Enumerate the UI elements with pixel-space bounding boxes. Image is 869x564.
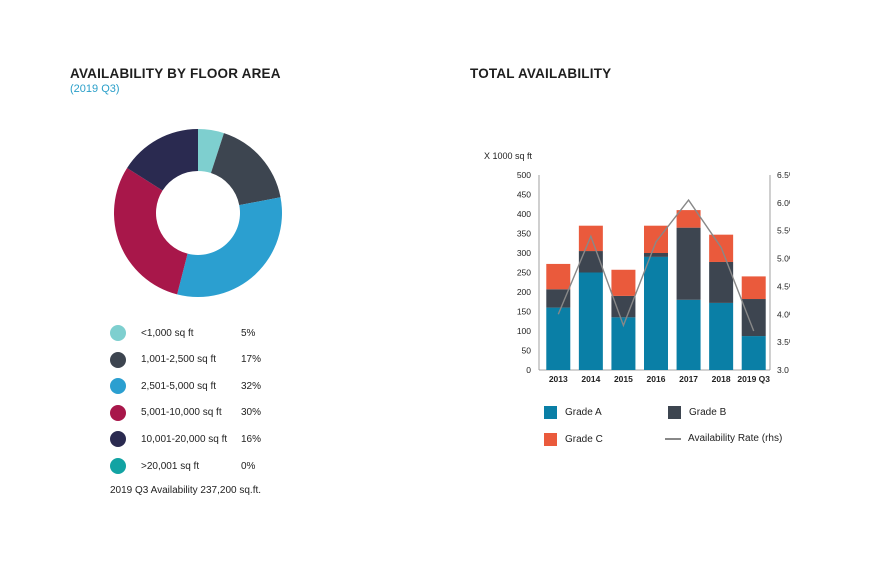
x-tick-label: 2019 Q3 (737, 374, 770, 384)
y-tick-label: 500 (517, 170, 531, 180)
legend-percent: 5% (241, 327, 256, 339)
y-tick-label: 450 (517, 190, 531, 200)
legend-swatch (110, 458, 126, 474)
legend-item: 5,001-10,000 sq ft 30% (110, 404, 261, 422)
bar-grade-c (644, 225, 668, 253)
legend-percent: 0% (241, 460, 256, 472)
y-tick-label: 300 (517, 248, 531, 258)
legend-item: 2,501-5,000 sq ft 32% (110, 377, 261, 395)
bar-legend-label: Grade B (689, 407, 727, 418)
bar-legend-item: Grade C (544, 433, 603, 446)
x-tick-label: 2018 (712, 374, 731, 384)
legend-percent: 17% (241, 354, 262, 366)
bar-grade-a (741, 336, 766, 370)
bar-legend-swatch (665, 437, 681, 440)
legend-swatch (110, 325, 126, 341)
legend-label: 10,001-20,000 sq ft (141, 433, 228, 445)
legend-item: >20,001 sq ft 0% (110, 457, 255, 475)
y2-tick-label: 4.0% (777, 309, 790, 319)
legend-label: <1,000 sq ft (141, 327, 194, 339)
legend-label: 2,501-5,000 sq ft (141, 380, 217, 392)
donut-slice-3 (114, 167, 188, 295)
legend-swatch (110, 378, 126, 395)
y2-tick-label: 4.5% (777, 281, 790, 291)
bar-grade-a (546, 307, 571, 370)
x-tick-label: 2014 (581, 374, 600, 384)
y-tick-label: 150 (517, 307, 531, 317)
bar-grade-b (546, 289, 571, 308)
y2-tick-label: 6.0% (777, 198, 790, 208)
bar-legend-swatch (544, 433, 557, 446)
bar-grade-b (611, 295, 636, 318)
bar-legend-swatch (544, 406, 557, 419)
bar-grade-b (676, 227, 701, 300)
legend-percent: 16% (241, 433, 262, 445)
y2-tick-label: 3.0 % (777, 365, 790, 375)
legend-percent: 30% (241, 407, 262, 419)
legend-item: 10,001-20,000 sq ft 16% (110, 430, 261, 448)
bar-chart-title: TOTAL AVAILABILITY (470, 66, 612, 81)
bar-grade-a (676, 299, 701, 370)
legend-label: 5,001-10,000 sq ft (141, 407, 222, 419)
y-tick-label: 100 (517, 326, 531, 336)
bar-legend-item: Grade B (668, 406, 726, 419)
legend-label: 1,001-2,500 sq ft (141, 354, 217, 366)
x-tick-label: 2016 (647, 374, 666, 384)
bar-grade-c (741, 276, 766, 300)
bar-legend-item: Availability Rate (rhs) (665, 433, 782, 444)
legend-swatch (110, 351, 126, 368)
bar-legend-label: Availability Rate (rhs) (688, 433, 783, 444)
y-tick-label: 50 (522, 346, 532, 356)
bar-grade-a (578, 272, 603, 370)
y2-tick-label: 5.0% (777, 254, 790, 264)
donut-chart (114, 129, 282, 297)
bar-legend-swatch (668, 406, 681, 419)
availability-rate-line (557, 198, 755, 332)
x-tick-label: 2015 (614, 374, 633, 384)
y-tick-label: 200 (517, 287, 531, 297)
y-tick-label: 350 (517, 229, 531, 239)
x-tick-label: 2013 (549, 374, 568, 384)
bar-grade-a (709, 302, 734, 370)
y2-tick-label: 5.5% (777, 226, 790, 236)
stacked-bar-chart: X 1000 sq ft 0 50 100 150 200 250 300 350 400 450 5… (484, 151, 790, 384)
legend-percent: 32% (241, 380, 262, 392)
bar-grade-b (644, 253, 668, 257)
donut-chart-subtitle: (2019 Q3) (70, 83, 120, 95)
bar-grade-c (611, 269, 636, 296)
bar-legend-item: Grade A (544, 406, 602, 419)
y2-tick-label: 6.5% (777, 170, 790, 180)
bar-legend-label: Grade C (565, 434, 603, 445)
bar-grade-c (578, 225, 603, 252)
bar-legend-label: Grade A (565, 407, 602, 418)
y-tick-label: 0 (526, 365, 531, 375)
y-axis-label: X 1000 sq ft (484, 151, 533, 161)
y-tick-label: 400 (517, 209, 531, 219)
y-tick-label: 250 (517, 268, 531, 278)
donut-slice-4 (127, 129, 198, 191)
legend-label: >20,001 sq ft (141, 460, 200, 472)
bar-grade-c (546, 263, 571, 290)
donut-slice-1 (210, 133, 281, 206)
availability-footnote: 2019 Q3 Availability 237,200 sq.ft. (110, 485, 262, 496)
bar-grade-c (676, 210, 701, 228)
bar-grade-a (644, 256, 668, 370)
legend-swatch (110, 431, 126, 448)
bar-grade-b (578, 251, 603, 273)
donut-slice-2 (177, 197, 282, 297)
donut-chart-title: AVAILABILITY BY FLOOR AREA (70, 66, 281, 81)
y2-tick-label: 3.5% (777, 337, 790, 347)
donut-slice-0 (198, 129, 224, 174)
x-tick-label: 2017 (679, 374, 698, 384)
legend-swatch (110, 404, 126, 421)
legend-item: 1,001-2,500 sq ft 17% (110, 351, 261, 369)
legend-item: <1,000 sq ft 5% (110, 324, 255, 342)
